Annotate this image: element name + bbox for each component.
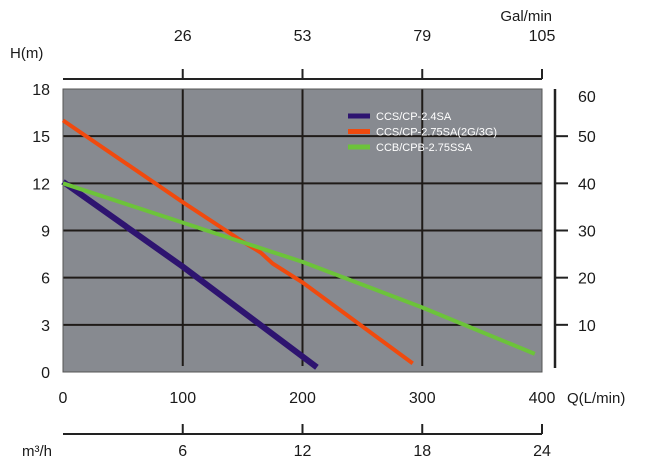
top-axis-label: Gal/min <box>500 8 552 25</box>
x-tick-label: 200 <box>289 390 316 407</box>
right-tick-label: 50 <box>578 129 596 146</box>
legend-swatch-2 <box>348 129 370 134</box>
right-tick-label: 10 <box>578 318 596 335</box>
top-tick-label: 26 <box>174 28 192 45</box>
right-tick-label: 40 <box>578 176 596 193</box>
top-tick-label: 105 <box>529 28 556 45</box>
legend-swatch-3 <box>348 144 370 150</box>
series-lines <box>61 118 536 370</box>
series-line-1 <box>61 179 319 370</box>
legend-label-2: CCS/CP-2.75SA(2G/3G) <box>376 127 497 139</box>
y-tick-label: 12 <box>32 176 50 193</box>
y-tick-label: 6 <box>41 271 50 288</box>
y-tick-label: 18 <box>32 82 50 99</box>
x-tick-label: 100 <box>169 390 196 407</box>
legend: CCS/CP-2.4SA CCS/CP-2.75SA(2G/3G) CCB/CPB-… <box>348 111 497 154</box>
top-tick-label: 79 <box>413 28 431 45</box>
y-axis-label: H(m) <box>10 45 43 62</box>
legend-swatch-1 <box>348 113 370 119</box>
plot-border <box>62 88 543 373</box>
legend-label-1: CCS/CP-2.4SA <box>376 111 452 123</box>
bottom-tick-label: 24 <box>533 443 551 460</box>
series-line-3 <box>62 181 536 356</box>
legend-label-3: CCB/CPB-2.75SSA <box>376 142 473 154</box>
top-tick-label: 53 <box>294 28 312 45</box>
bottom-tick-label: 18 <box>413 443 431 460</box>
right-tick-label: 30 <box>578 224 596 241</box>
y-tick-label: 9 <box>41 224 50 241</box>
bottom-tick-label: 6 <box>178 443 187 460</box>
x-tick-label: 300 <box>409 390 436 407</box>
y-tick-label: 15 <box>32 129 50 146</box>
right-tick-label: 60 <box>578 89 596 106</box>
bottom-axis-label: m³/h <box>22 443 52 460</box>
right-tick-label: 20 <box>578 271 596 288</box>
y-tick-label: 3 <box>41 318 50 335</box>
x-tick-label: 0 <box>59 390 68 407</box>
y-tick-label: 0 <box>41 365 50 382</box>
grid <box>62 88 543 373</box>
axes: 0 3 6 9 12 15 18 0 100 200 300 400 26 53 79 105 6 12 18 24 1… <box>32 28 596 460</box>
bottom-tick-label: 12 <box>294 443 312 460</box>
series-line-2 <box>61 118 414 366</box>
x-tick-label: 400 <box>529 390 556 407</box>
x-axis-label: Q(L/min) <box>567 390 625 407</box>
